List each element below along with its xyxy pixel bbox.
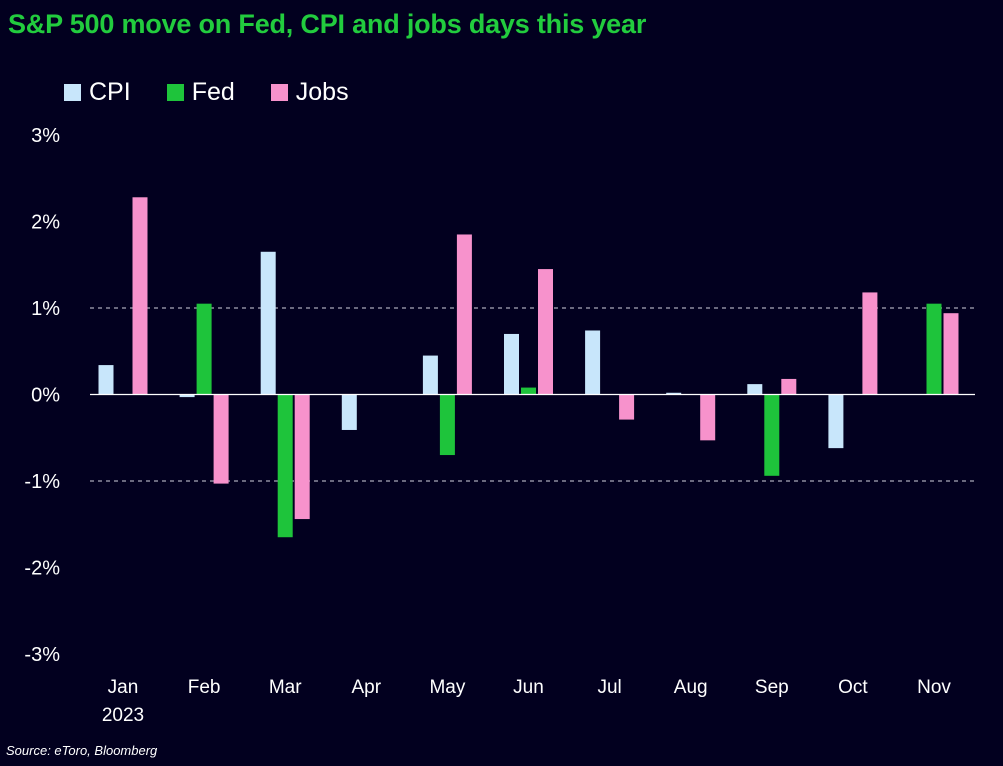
y-tick-label: 1% [31,298,60,320]
bar-fed-jun [521,387,536,395]
legend-label-fed: Fed [191,78,235,106]
x-tick-label: Sep [755,677,789,698]
x-tick-label: Jun [513,677,544,698]
legend-swatch-cpi [64,84,81,101]
x-tick-label: Oct [838,677,868,698]
bar-jobs-mar [294,394,310,520]
bar-cpi-may [422,355,438,395]
x-year-label: 2023 [102,705,144,726]
bar-fed-may [439,394,455,456]
legend: CPI Fed Jobs [64,78,385,107]
legend-swatch-jobs [270,84,288,101]
x-tick-label: Aug [674,677,708,698]
bar-jobs-jan [132,197,148,395]
bar-cpi-aug [666,392,682,395]
y-tick-label: -1% [24,471,60,493]
x-tick-label: Jan [108,677,139,698]
y-tick-label: 3% [31,125,60,147]
bar-jobs-nov [943,313,959,395]
legend-label-cpi: CPI [89,78,131,106]
bar-fed-mar [277,394,293,538]
x-tick-label: Jul [597,677,621,698]
legend-item-cpi: CPI [64,78,131,107]
bar-jobs-sep [781,378,797,395]
bar-jobs-aug [700,394,716,441]
bar-fed-feb [196,303,212,395]
bar-jobs-oct [862,292,878,395]
x-tick-label: Nov [917,677,951,698]
legend-item-fed: Fed [166,78,235,107]
bar-cpi-jul [585,330,601,395]
x-tick-label: Mar [269,677,302,698]
bar-jobs-feb [213,394,229,484]
bar-cpi-apr [341,394,357,430]
bar-fed-sep [764,394,780,476]
bar-cpi-jun [504,333,519,395]
bar-cpi-jan [98,365,114,395]
x-tick-label: Feb [188,677,221,698]
chart-title: S&P 500 move on Fed, CPI and jobs days t… [8,9,647,39]
bar-cpi-sep [747,384,763,395]
bar-fed-nov [926,303,942,395]
legend-swatch-fed [166,84,184,101]
bar-cpi-oct [828,394,844,449]
legend-item-jobs: Jobs [270,78,349,107]
y-tick-label: -2% [24,558,60,580]
bar-jobs-jul [619,394,635,420]
bar-jobs-jun [538,269,553,395]
y-tick-label: 0% [31,385,60,407]
legend-label-jobs: Jobs [295,78,349,106]
source-note: Source: eToro, Bloomberg [6,743,158,758]
bar-cpi-feb [179,394,195,398]
y-tick-label: 2% [31,212,60,234]
bar-cpi-mar [260,251,276,395]
x-tick-label: May [429,677,465,698]
x-tick-label: Apr [352,677,382,698]
y-tick-label: -3% [24,644,60,666]
bar-jobs-may [456,234,472,395]
